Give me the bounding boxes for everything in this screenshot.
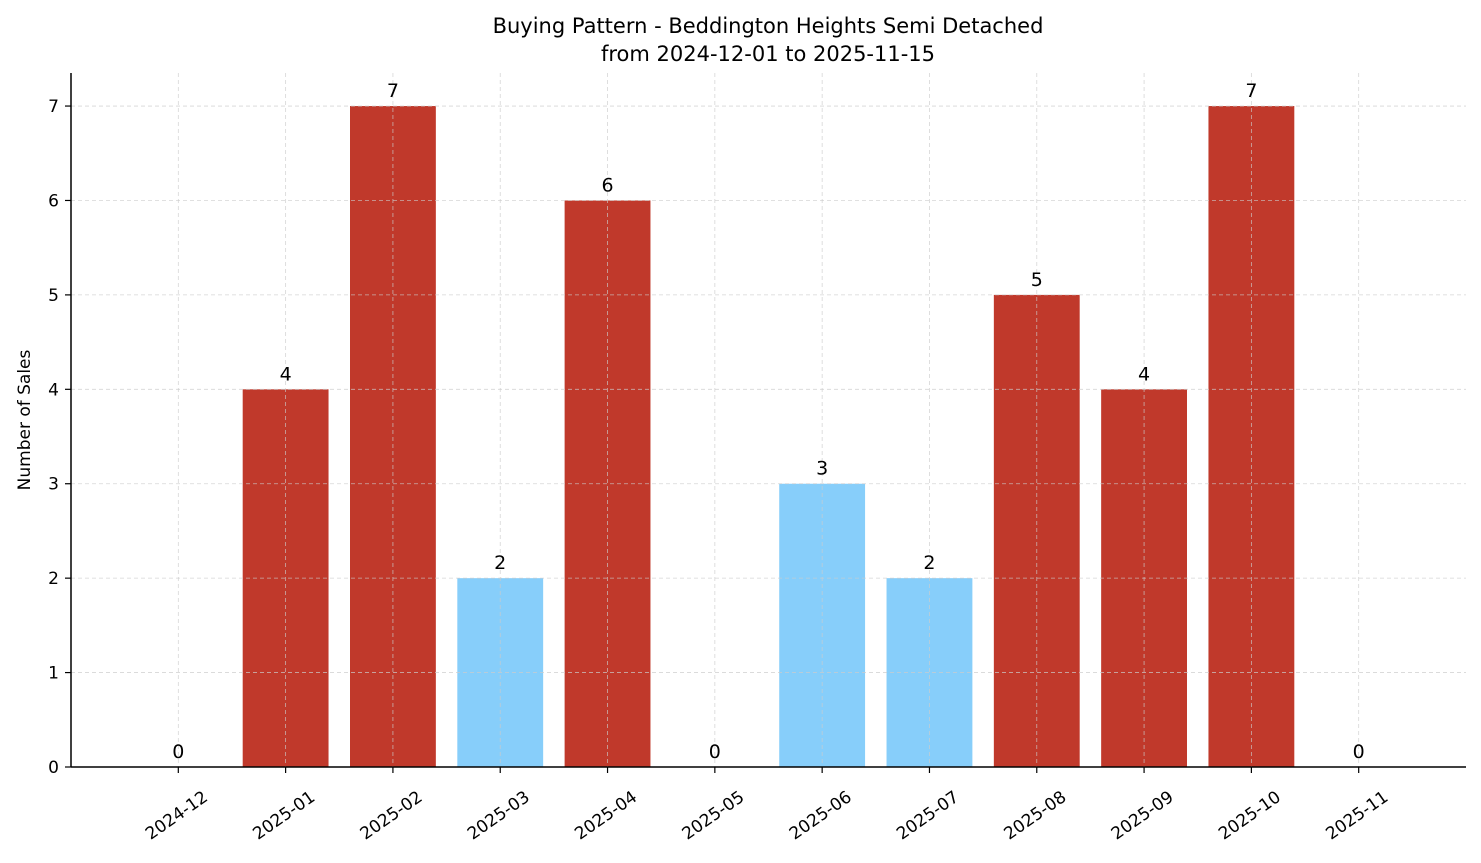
y-tick-label-4: 4 xyxy=(48,380,59,400)
data-label-2025-11: 0 xyxy=(1353,741,1365,763)
data-label-2025-07: 2 xyxy=(923,552,935,574)
x-tick-label-2025-10: 2025-10 xyxy=(1215,787,1285,844)
y-tick-label-0: 0 xyxy=(48,758,59,778)
chart-subtitle: from 2024-12-01 to 2025-11-15 xyxy=(601,42,935,66)
data-label-2025-03: 2 xyxy=(494,552,506,574)
x-tick-label-2025-11: 2025-11 xyxy=(1322,787,1392,844)
x-tick-label-2024-12: 2024-12 xyxy=(142,787,212,844)
chart-title: Buying Pattern - Beddington Heights Semi… xyxy=(493,14,1044,38)
data-label-2025-08: 5 xyxy=(1031,269,1043,291)
x-tick-label-2025-08: 2025-08 xyxy=(1001,787,1071,844)
x-tick-label-2025-04: 2025-04 xyxy=(571,787,641,844)
data-label-2024-12: 0 xyxy=(172,741,184,763)
x-tick-label-2025-01: 2025-01 xyxy=(249,787,319,844)
x-tick-label-2025-05: 2025-05 xyxy=(679,787,749,844)
y-tick-label-3: 3 xyxy=(48,475,59,495)
data-label-2025-09: 4 xyxy=(1138,363,1150,385)
y-tick-label-1: 1 xyxy=(48,664,59,684)
y-tick-label-2: 2 xyxy=(48,569,59,589)
data-label-2025-10: 7 xyxy=(1245,80,1257,102)
x-tick-label-2025-06: 2025-06 xyxy=(786,787,856,844)
data-label-2025-06: 3 xyxy=(816,458,828,480)
data-label-2025-05: 0 xyxy=(709,741,721,763)
y-tick-label-7: 7 xyxy=(48,97,59,117)
data-label-2025-02: 7 xyxy=(387,80,399,102)
data-label-2025-04: 6 xyxy=(601,174,613,196)
data-label-2025-01: 4 xyxy=(280,363,292,385)
x-tick-label-2025-02: 2025-02 xyxy=(357,787,427,844)
bar-2025-10 xyxy=(1208,106,1295,768)
bar-2025-02 xyxy=(350,106,436,768)
y-axis-label: Number of Sales xyxy=(15,349,35,490)
x-tick-label-2025-09: 2025-09 xyxy=(1108,787,1178,844)
y-tick-label-6: 6 xyxy=(48,191,59,211)
x-tick-label-2025-07: 2025-07 xyxy=(893,787,963,844)
y-tick-label-5: 5 xyxy=(48,286,59,306)
x-tick-label-2025-03: 2025-03 xyxy=(464,787,534,844)
